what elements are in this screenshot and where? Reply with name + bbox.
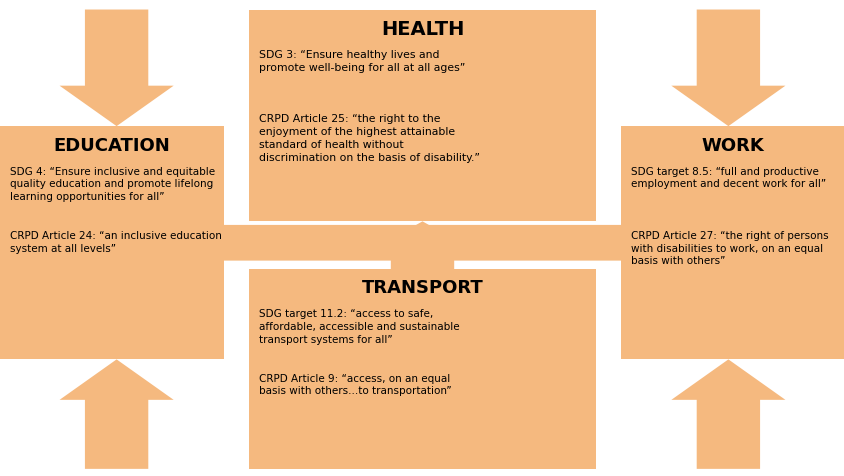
Polygon shape — [670, 10, 785, 126]
Text: WORK: WORK — [701, 137, 764, 155]
Polygon shape — [59, 359, 174, 469]
FancyBboxPatch shape — [249, 269, 595, 469]
Text: EDUCATION: EDUCATION — [53, 137, 170, 155]
FancyBboxPatch shape — [249, 10, 595, 221]
Text: CRPD Article 24: “an inclusive education
system at all levels”: CRPD Article 24: “an inclusive education… — [10, 231, 222, 254]
Text: CRPD Article 9: “access, on an equal
basis with others...to transportation”: CRPD Article 9: “access, on an equal bas… — [259, 374, 452, 397]
Text: SDG target 8.5: “full and productive
employment and decent work for all”: SDG target 8.5: “full and productive emp… — [630, 167, 825, 189]
FancyBboxPatch shape — [0, 126, 224, 359]
Polygon shape — [0, 213, 844, 272]
Text: HEALTH: HEALTH — [381, 20, 463, 39]
Text: SDG 3: “Ensure healthy lives and
promote well-being for all at all ages”: SDG 3: “Ensure healthy lives and promote… — [259, 50, 465, 73]
Text: CRPD Article 25: “the right to the
enjoyment of the highest attainable
standard : CRPD Article 25: “the right to the enjoy… — [259, 114, 480, 163]
Text: CRPD Article 27: “the right of persons
with disabilities to work, on an equal
ba: CRPD Article 27: “the right of persons w… — [630, 231, 828, 267]
Polygon shape — [59, 10, 174, 126]
Text: SDG 4: “Ensure inclusive and equitable
quality education and promote lifelong
le: SDG 4: “Ensure inclusive and equitable q… — [10, 167, 215, 202]
Text: SDG target 11.2: “access to safe,
affordable, accessible and sustainable
transpo: SDG target 11.2: “access to safe, afford… — [259, 309, 459, 345]
Polygon shape — [670, 359, 785, 469]
Polygon shape — [367, 221, 477, 469]
FancyBboxPatch shape — [620, 126, 844, 359]
Text: TRANSPORT: TRANSPORT — [361, 279, 483, 298]
